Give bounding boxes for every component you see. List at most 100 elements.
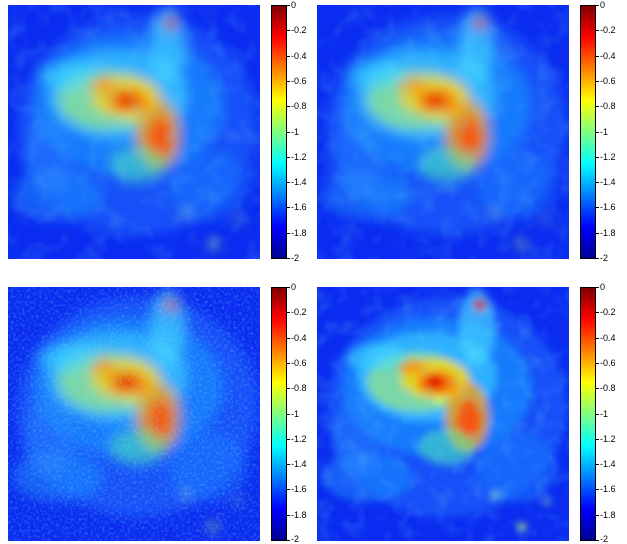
colorbar-tick-mark — [596, 363, 599, 364]
colorbar-tick-label: -1.4 — [600, 459, 616, 469]
colorbar-tick-mark — [287, 207, 290, 208]
colorbar-tick-label: -1.2 — [600, 152, 616, 162]
colorbar-tick-mark — [596, 30, 599, 31]
colorbar-tick-mark — [596, 258, 599, 259]
colorbar-tick-mark — [287, 287, 290, 288]
colorbar-gradient — [580, 287, 596, 541]
colorbar-tick-mark — [596, 540, 599, 541]
colorbar-tick-label: -1.2 — [600, 434, 616, 444]
colorbar-tick-label: -0.2 — [291, 307, 307, 317]
map-texture — [8, 287, 260, 541]
colorbar-tick-mark — [596, 233, 599, 234]
colorbar-tick-mark — [287, 489, 290, 490]
colorbar-tick-label: -2 — [600, 253, 609, 263]
colorbar-tick-label: -1.4 — [600, 177, 616, 187]
colorbar-tick-mark — [596, 207, 599, 208]
colorbar-tick-mark — [287, 157, 290, 158]
colorbar-3 — [271, 287, 287, 541]
colorbar-tick-mark — [596, 81, 599, 82]
map-texture — [317, 5, 569, 259]
colorbar-tick-mark — [287, 464, 290, 465]
colorbar-tick-mark — [596, 464, 599, 465]
colorbar-tick-label: -1 — [291, 409, 300, 419]
colorbar-tick-mark — [596, 157, 599, 158]
colorbar-tick-label: -1.8 — [600, 510, 616, 520]
colorbar-tick-label: 0 — [291, 0, 297, 10]
colorbar-tick-mark — [287, 312, 290, 313]
colorbar-tick-mark — [596, 439, 599, 440]
colorbar-tick-mark — [287, 515, 290, 516]
colorbar-tick-mark — [287, 81, 290, 82]
colorbar-tick-label: -0.6 — [600, 76, 616, 86]
intensity-map-4 — [317, 287, 569, 541]
colorbar-tick-mark — [596, 106, 599, 107]
colorbar-tick-mark — [596, 182, 599, 183]
colorbar-tick-label: -0.2 — [600, 307, 616, 317]
colorbar-tick-label: -0.8 — [600, 101, 616, 111]
intensity-map-1 — [8, 5, 260, 259]
colorbar-tick-label: -0.4 — [600, 51, 616, 61]
colorbar-gradient — [580, 5, 596, 259]
colorbar-tick-label: -0.8 — [291, 101, 307, 111]
colorbar-4 — [580, 287, 596, 541]
colorbar-tick-mark — [287, 233, 290, 234]
colorbar-tick-mark — [287, 414, 290, 415]
colorbar-tick-label: -1.4 — [291, 459, 307, 469]
colorbar-tick-label: -1 — [291, 127, 300, 137]
colorbar-gradient — [271, 5, 287, 259]
colorbar-gradient — [271, 287, 287, 541]
colorbar-tick-label: 0 — [291, 282, 297, 292]
colorbar-tick-label: -1.6 — [291, 202, 307, 212]
colorbar-tick-mark — [287, 258, 290, 259]
colorbar-tick-mark — [287, 363, 290, 364]
colorbar-tick-label: -1 — [600, 127, 609, 137]
colorbar-tick-label: -0.4 — [600, 333, 616, 343]
intensity-map-2 — [317, 5, 569, 259]
colorbar-tick-mark — [596, 287, 599, 288]
colorbar-tick-mark — [287, 182, 290, 183]
colorbar-tick-label: -0.6 — [291, 76, 307, 86]
colorbar-tick-mark — [287, 439, 290, 440]
colorbar-tick-label: -0.6 — [291, 358, 307, 368]
map-texture — [8, 5, 260, 259]
colorbar-tick-mark — [596, 132, 599, 133]
colorbar-tick-label: -1.8 — [291, 510, 307, 520]
colorbar-tick-label: -1.6 — [600, 484, 616, 494]
colorbar-tick-mark — [596, 515, 599, 516]
colorbar-tick-mark — [287, 5, 290, 6]
colorbar-tick-label: -2 — [291, 253, 300, 263]
colorbar-tick-mark — [596, 489, 599, 490]
colorbar-tick-mark — [287, 30, 290, 31]
colorbar-tick-mark — [596, 338, 599, 339]
colorbar-1 — [271, 5, 287, 259]
colorbar-tick-label: -1.2 — [291, 152, 307, 162]
colorbar-tick-mark — [596, 388, 599, 389]
colorbar-tick-label: -1.8 — [291, 228, 307, 238]
colorbar-tick-mark — [287, 338, 290, 339]
colorbar-tick-label: -0.4 — [291, 333, 307, 343]
colorbar-tick-label: -1.6 — [291, 484, 307, 494]
colorbar-tick-label: -1 — [600, 409, 609, 419]
colorbar-tick-mark — [596, 56, 599, 57]
colorbar-tick-mark — [287, 540, 290, 541]
colorbar-tick-label: -0.2 — [600, 25, 616, 35]
colorbar-tick-mark — [287, 132, 290, 133]
colorbar-tick-label: 0 — [600, 282, 606, 292]
colorbar-tick-mark — [596, 312, 599, 313]
colorbar-tick-mark — [287, 388, 290, 389]
colorbar-tick-label: 0 — [600, 0, 606, 10]
colorbar-tick-label: -2 — [600, 534, 609, 544]
colorbar-tick-label: -1.6 — [600, 202, 616, 212]
colorbar-tick-label: -1.2 — [291, 434, 307, 444]
colorbar-tick-label: -0.8 — [600, 383, 616, 393]
map-texture — [317, 287, 569, 541]
colorbar-tick-mark — [287, 56, 290, 57]
colorbar-tick-label: -2 — [291, 534, 300, 544]
colorbar-tick-mark — [287, 106, 290, 107]
colorbar-tick-label: -0.6 — [600, 358, 616, 368]
colorbar-tick-label: -1.8 — [600, 228, 616, 238]
intensity-map-3 — [8, 287, 260, 541]
colorbar-tick-label: -0.2 — [291, 25, 307, 35]
colorbar-tick-label: -0.8 — [291, 383, 307, 393]
colorbar-tick-mark — [596, 414, 599, 415]
